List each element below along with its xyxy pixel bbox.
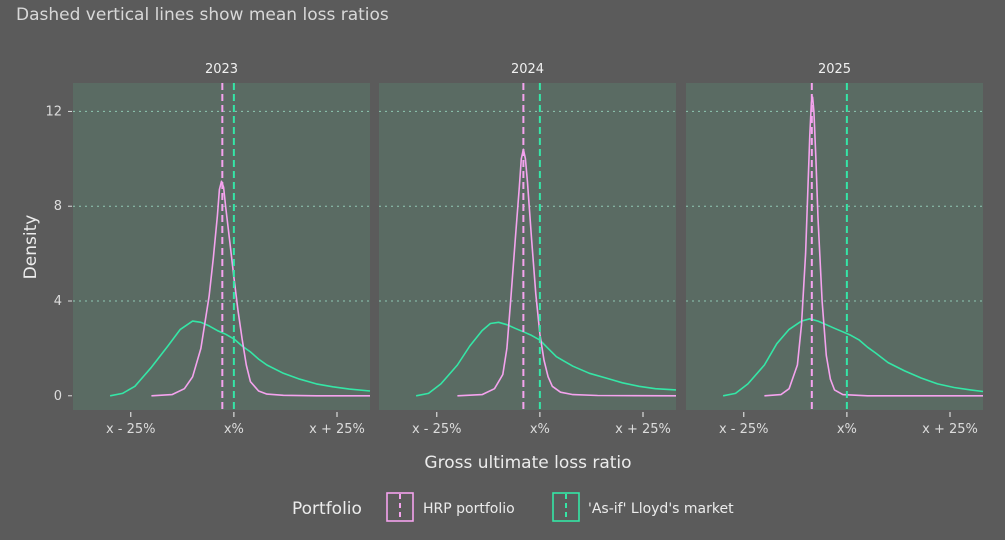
panel-background: [73, 83, 370, 410]
facet-label: 2023: [205, 62, 238, 77]
x-tick-label: x - 25%: [719, 422, 769, 437]
market-density-line: [109, 320, 371, 397]
y-axis-title: Density: [21, 215, 41, 280]
x-tick-label: x + 25%: [309, 422, 365, 437]
y-tick-label: 0: [54, 389, 62, 404]
y-tick-label: 4: [54, 294, 62, 309]
legend-key-hrp: [386, 492, 414, 522]
facet-label: 2024: [511, 62, 544, 77]
facet-panels: 2023 0 4 8 12 x - 25% x% x + 25% 2024 x - 25% x% x …: [45, 62, 984, 437]
x-tick-label: x + 25%: [922, 422, 978, 437]
x-tick-label: x%: [837, 422, 857, 437]
hrp-density-line: [764, 96, 983, 397]
facet-panel-2024: 2024 x - 25% x% x + 25%: [379, 62, 677, 437]
panel-background: [686, 83, 983, 410]
hrp-density-line: [151, 180, 370, 397]
x-tick-label: x - 25%: [412, 422, 462, 437]
panel-background: [379, 83, 676, 410]
legend: Portfolio HRP portfolio 'As-if' Lloyd's ma…: [292, 492, 734, 522]
y-tick-label: 8: [54, 199, 62, 214]
x-tick-label: x%: [530, 422, 550, 437]
x-axis-title: Gross ultimate loss ratio: [424, 453, 631, 473]
legend-title: Portfolio: [292, 499, 362, 519]
facet-panel-2025: 2025 x - 25% x% x + 25%: [686, 62, 984, 437]
legend-label-market: 'As-if' Lloyd's market: [588, 501, 734, 517]
market-density-line: [415, 321, 677, 397]
x-tick-label: x%: [224, 422, 244, 437]
y-tick-label: 12: [45, 104, 62, 119]
x-tick-label: x + 25%: [615, 422, 671, 437]
market-density-line: [722, 317, 984, 397]
chart-subtitle: Dashed vertical lines show mean loss rat…: [16, 5, 389, 25]
facet-label: 2025: [818, 62, 851, 77]
facet-panel-2023: 2023 0 4 8 12 x - 25% x% x + 25%: [45, 62, 371, 437]
hrp-density-line: [457, 148, 677, 397]
legend-label-hrp: HRP portfolio: [423, 501, 515, 517]
legend-key-market: [552, 492, 580, 522]
x-tick-label: x - 25%: [106, 422, 156, 437]
